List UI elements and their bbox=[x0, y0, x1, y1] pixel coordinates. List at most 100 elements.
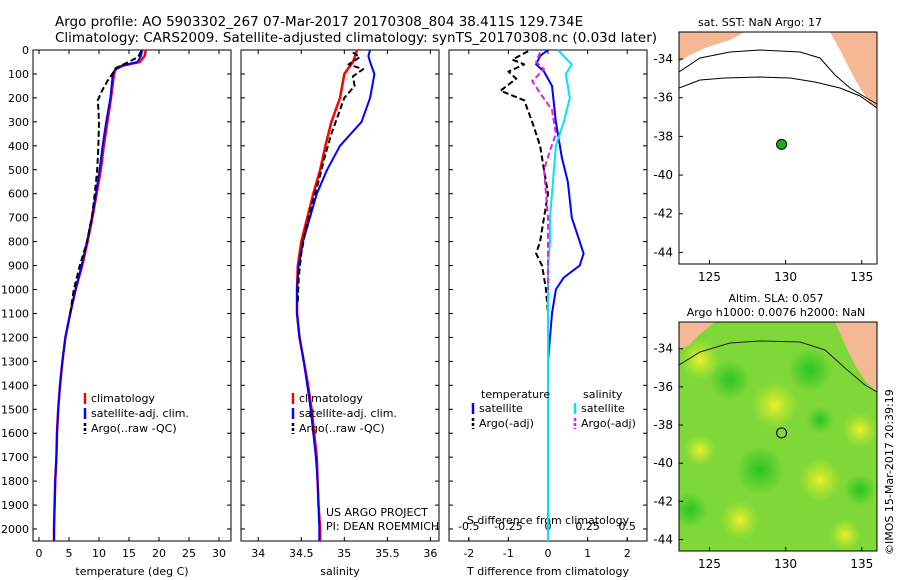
salinity-frame bbox=[240, 49, 440, 542]
difference-top-tick-label: 0.25 bbox=[575, 520, 600, 533]
salinity-panel: 34 34.5 35 35.5 36 salinity climatology satelli… bbox=[240, 49, 440, 578]
difference-xtick-label: 2 bbox=[624, 547, 631, 560]
land-east bbox=[830, 32, 877, 110]
depth-tick-label: 1200 bbox=[1, 331, 29, 344]
imos-timestamp: ©IMOS 15-Mar-2017 20:39:19 bbox=[883, 389, 896, 555]
temperature-series-2 bbox=[69, 50, 142, 314]
header-line1: Argo profile: AO 5903302_267 07-Mar-2017… bbox=[55, 14, 583, 30]
depth-tick-label: 1400 bbox=[1, 379, 29, 392]
difference-xtick-label: 1 bbox=[584, 547, 591, 560]
salinity-xtick-label: 35 bbox=[337, 547, 351, 560]
depth-contour-sla bbox=[679, 340, 877, 393]
difference-top-tick-label: -0.5 bbox=[458, 520, 479, 533]
land-west bbox=[679, 32, 745, 62]
difference-xtick-label: -2 bbox=[463, 547, 474, 560]
sst-map: 125 130 135 -34 -36 -38 -40 -42 -44 bbox=[653, 31, 878, 284]
map-xtick-label: 130 bbox=[774, 270, 797, 284]
sla-map-title-2: Argo h1000: 0.0076 h2000: NaN bbox=[687, 306, 866, 319]
difference-top-tick-label: 0.5 bbox=[618, 520, 636, 533]
salinity-xtick-label: 34 bbox=[251, 547, 265, 560]
legend-header-salinity: salinity bbox=[583, 388, 623, 401]
depth-tick-label: 400 bbox=[8, 140, 29, 153]
map-ytick-label: -42 bbox=[653, 494, 673, 508]
depth-tick-label: 1300 bbox=[1, 355, 29, 368]
temperature-panel: 0100200300400500600700800900100011001200… bbox=[1, 44, 232, 578]
depth-tick-label: 1700 bbox=[1, 451, 29, 464]
temperature-frame bbox=[32, 49, 232, 542]
temperature-xtick-label: 15 bbox=[122, 547, 136, 560]
legend-entry: Argo(-adj) bbox=[581, 417, 636, 430]
argo-location-marker-sla bbox=[776, 427, 788, 439]
sla-map: 125 130 135 -34 -36 -38 -40 -42 -44 bbox=[653, 321, 878, 571]
temperature-xlabel: temperature (deg C) bbox=[75, 565, 188, 578]
legend-entry: satellite bbox=[581, 402, 625, 415]
legend-header-temperature: temperature bbox=[481, 388, 550, 401]
salinity-xtick-label: 34.5 bbox=[289, 547, 314, 560]
difference-series-3 bbox=[531, 52, 557, 290]
salinity-xlabel: salinity bbox=[320, 565, 360, 578]
depth-tick-label: 200 bbox=[8, 92, 29, 105]
map-ytick-label: -40 bbox=[653, 456, 673, 470]
temperature-xtick-label: 5 bbox=[66, 547, 73, 560]
difference-xlabel: T difference from climatology bbox=[466, 565, 629, 578]
land-west-sla bbox=[679, 322, 715, 350]
temperature-xtick-label: 25 bbox=[182, 547, 196, 560]
difference-series-1 bbox=[499, 50, 549, 314]
sst-map-frame bbox=[678, 31, 878, 265]
map-ytick-label: -38 bbox=[653, 418, 673, 432]
legend-entry: Argo(-adj) bbox=[479, 417, 534, 430]
depth-tick-label: 300 bbox=[8, 116, 29, 129]
map-ytick-label: -36 bbox=[653, 91, 673, 105]
temperature-series-1 bbox=[53, 49, 144, 541]
sst-map-title: sat. SST: NaN Argo: 17 bbox=[698, 16, 822, 29]
sla-map-axes: 125 130 135 -34 -36 -38 -40 -42 -44 bbox=[653, 342, 873, 571]
map-xtick-label: 125 bbox=[698, 557, 721, 571]
temperature-xtick-label: 10 bbox=[92, 547, 106, 560]
salinity-xtick-label: 35.5 bbox=[375, 547, 400, 560]
difference-series-0 bbox=[535, 49, 585, 541]
depth-tick-label: 100 bbox=[8, 68, 29, 81]
header-line2: Climatology: CARS2009. Satellite-adjuste… bbox=[55, 30, 657, 46]
legend-entry: satellite-adj. clim. bbox=[299, 407, 397, 420]
legend-entry: climatology bbox=[299, 392, 363, 405]
difference-xtick-label: 0 bbox=[545, 547, 552, 560]
depth-tick-label: 500 bbox=[8, 164, 29, 177]
sla-map-title-1: Altim. SLA: 0.057 bbox=[728, 292, 823, 305]
legend-entry: climatology bbox=[91, 392, 155, 405]
difference-top-tick-label: -0.25 bbox=[494, 520, 522, 533]
depth-tick-label: 0 bbox=[22, 44, 29, 57]
map-xtick-label: 135 bbox=[850, 557, 873, 571]
depth-contour bbox=[679, 76, 877, 109]
pi-label: PI: DEAN ROEMMICH bbox=[326, 520, 439, 533]
salinity-xtick-label: 36 bbox=[423, 547, 437, 560]
depth-tick-label: 2000 bbox=[1, 523, 29, 536]
depth-tick-label: 700 bbox=[8, 212, 29, 225]
depth-tick-label: 1900 bbox=[1, 499, 29, 512]
coastline-contour bbox=[679, 49, 877, 105]
temperature-xtick-label: 0 bbox=[36, 547, 43, 560]
difference-panel: -2 -1 0 1 2-0.5 -0.25 0 0.25 0.5S difference fro… bbox=[448, 49, 648, 578]
temperature-xtick-label: 30 bbox=[212, 547, 226, 560]
map-ytick-label: -44 bbox=[653, 533, 673, 547]
map-ytick-label: -42 bbox=[653, 207, 673, 221]
depth-tick-label: 800 bbox=[8, 236, 29, 249]
map-ytick-label: -34 bbox=[653, 52, 673, 66]
map-ytick-label: -34 bbox=[653, 342, 673, 356]
depth-tick-label: 1000 bbox=[1, 284, 29, 297]
map-ytick-label: -44 bbox=[653, 245, 673, 259]
depth-tick-label: 900 bbox=[8, 260, 29, 273]
legend-entry: Argo(..raw -QC) bbox=[299, 422, 385, 435]
legend-entry: satellite-adj. clim. bbox=[91, 407, 189, 420]
map-ytick-label: -40 bbox=[653, 168, 673, 182]
project-label: US ARGO PROJECT bbox=[326, 506, 428, 519]
depth-tick-label: 1100 bbox=[1, 307, 29, 320]
map-ytick-label: -36 bbox=[653, 380, 673, 394]
salinity-series-2 bbox=[296, 51, 365, 302]
sla-map-frame bbox=[678, 321, 878, 552]
map-ytick-label: -38 bbox=[653, 129, 673, 143]
depth-tick-label: 1500 bbox=[1, 403, 29, 416]
temperature-xtick-label: 20 bbox=[152, 547, 166, 560]
map-xtick-label: 130 bbox=[774, 557, 797, 571]
legend-entry: satellite bbox=[479, 402, 523, 415]
